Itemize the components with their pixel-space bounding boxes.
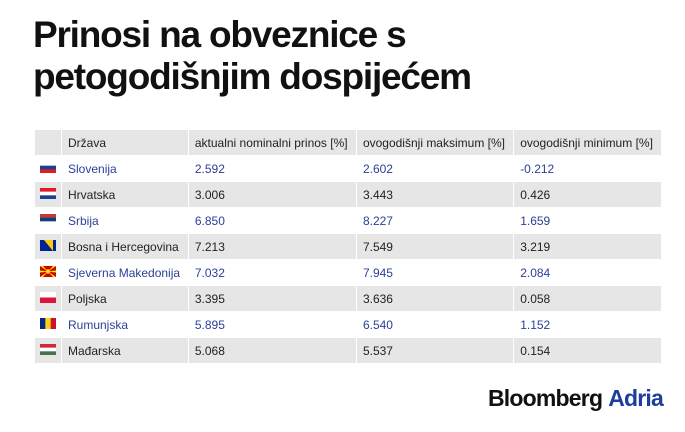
value-cell: 3.636 [356, 285, 515, 312]
flag-cell [35, 207, 62, 234]
table-row: Slovenija 2.592 2.602 -0.212 [35, 155, 662, 182]
value-cell: 5.068 [188, 337, 357, 364]
flag-cell [35, 259, 62, 286]
title: Prinosi na obveznice s petogodišnjim dos… [33, 14, 472, 98]
table-row: Srbija 6.850 8.227 1.659 [35, 207, 662, 234]
value-cell: 1.659 [513, 207, 662, 234]
flag [40, 265, 56, 277]
title-line: petogodišnjim dospijećem [33, 56, 472, 97]
country-cell: Poljska [61, 285, 189, 312]
country-cell: Slovenija [61, 155, 189, 182]
logo-suffix: Adria [608, 385, 664, 411]
value-cell: 6.850 [188, 207, 357, 234]
column-header: ovogodišnji minimum [%] [513, 130, 662, 156]
value-cell: 3.443 [356, 181, 515, 208]
value-cell: 7.213 [188, 233, 357, 260]
value-cell: 0.058 [513, 285, 662, 312]
value-cell: 2.602 [356, 155, 515, 182]
value-cell: 5.537 [356, 337, 515, 364]
value-cell: 0.154 [513, 337, 662, 364]
header-row: Država aktualni nominalni prinos [%] ovogo… [35, 130, 662, 156]
flag [40, 291, 56, 303]
flag [40, 161, 56, 173]
value-cell: 7.032 [188, 259, 357, 286]
flag [40, 317, 57, 329]
yield-table: Država aktualni nominalni prinos [%] ovogo… [35, 130, 662, 364]
value-cell: -0.212 [513, 155, 662, 182]
flag-cell [35, 155, 62, 182]
column-header: aktualni nominalni prinos [%] [188, 130, 357, 156]
table-row: Bosna i Hercegovina 7.213 7.549 3.219 [35, 233, 662, 260]
table-body: Slovenija 2.592 2.602 -0.212 Hrvatska 3.006 3.… [35, 155, 662, 364]
table-row: Poljska 3.395 3.636 0.058 [35, 285, 662, 312]
table-row: Sjeverna Makedonija 7.032 7.945 2.084 [35, 259, 662, 286]
title-line: Prinosi na obveznice s [33, 14, 407, 55]
value-cell: 7.945 [356, 259, 515, 286]
flag [40, 343, 56, 355]
column-header: Država [61, 130, 189, 156]
flag-cell [35, 233, 62, 260]
country-cell: Bosna i Hercegovina [61, 233, 189, 260]
flag-header [35, 130, 62, 156]
value-cell: 2.084 [513, 259, 662, 286]
country-cell: Rumunjska [61, 311, 189, 338]
country-cell: Hrvatska [61, 181, 189, 208]
value-cell: 3.395 [188, 285, 357, 312]
logo-brand: Bloomberg [488, 385, 603, 411]
table-row: Hrvatska 3.006 3.443 0.426 [35, 181, 662, 208]
logo: Bloomberg Adria [488, 385, 664, 412]
flag [40, 239, 56, 251]
value-cell: 3.006 [188, 181, 357, 208]
value-cell: 2.592 [188, 155, 357, 182]
flag-cell [35, 181, 62, 208]
value-cell: 3.219 [513, 233, 662, 260]
flag [40, 187, 56, 199]
country-cell: Srbija [61, 207, 189, 234]
value-cell: 0.426 [513, 181, 662, 208]
flag-cell [35, 285, 62, 312]
country-cell: Mađarska [61, 337, 189, 364]
flag-cell [35, 337, 62, 364]
value-cell: 7.549 [356, 233, 515, 260]
value-cell: 6.540 [356, 311, 515, 338]
value-cell: 1.152 [513, 311, 662, 338]
value-cell: 8.227 [356, 207, 515, 234]
table-row: Rumunjska 5.895 6.540 1.152 [35, 311, 662, 338]
value-cell: 5.895 [188, 311, 357, 338]
flag [40, 213, 56, 225]
flag-cell [35, 311, 62, 338]
table-row: Mađarska 5.068 5.537 0.154 [35, 337, 662, 364]
country-cell: Sjeverna Makedonija [61, 259, 189, 286]
column-header: ovogodišnji maksimum [%] [356, 130, 515, 156]
